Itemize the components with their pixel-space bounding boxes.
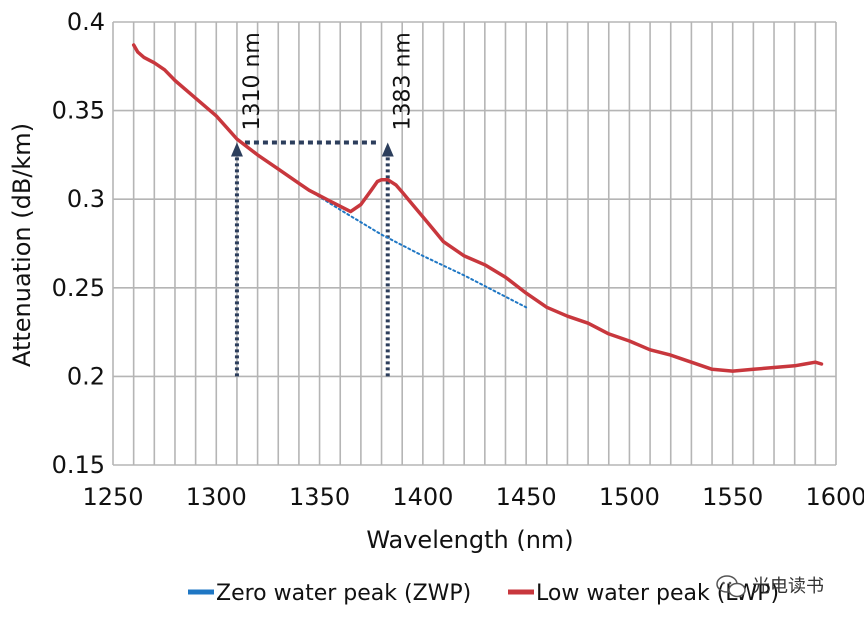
- x-tick-label: 1250: [82, 483, 143, 511]
- watermark: 光电读书: [716, 575, 824, 598]
- series-line-zwp: [308, 189, 528, 309]
- x-tick-label: 1450: [496, 483, 557, 511]
- y-axis-title: Attenuation (dB/km): [8, 123, 36, 367]
- series-line-lwp: [131, 43, 824, 373]
- y-tick-label: 0.25: [52, 274, 105, 302]
- x-tick-label: 1550: [702, 483, 763, 511]
- x-axis-ticks: 1250 1300 1350 1400 1450 1500 1550 1600: [82, 483, 864, 511]
- x-axis-title: Wavelength (nm): [366, 526, 573, 554]
- x-tick-label: 1500: [599, 483, 660, 511]
- x-tick-label: 1300: [186, 483, 247, 511]
- annotation-arrow-head: [381, 142, 394, 157]
- y-tick-label: 0.4: [67, 8, 105, 36]
- wechat-icon: [716, 575, 746, 598]
- y-tick-label: 0.3: [67, 185, 105, 213]
- annotation-label: 1310 nm: [240, 32, 265, 130]
- y-axis-ticks: 0.15 0.2 0.25 0.3 0.35 0.4: [52, 8, 105, 479]
- x-tick-label: 1600: [805, 483, 864, 511]
- legend: Zero water peak (ZWP) Low water peak (LWP…: [188, 581, 779, 606]
- grid: [112, 21, 837, 466]
- x-tick-label: 1400: [392, 483, 453, 511]
- watermark-text: 光电读书: [752, 576, 824, 597]
- y-tick-label: 0.2: [67, 362, 105, 390]
- y-tick-label: 0.35: [52, 97, 105, 125]
- x-tick-label: 1350: [289, 483, 350, 511]
- annotation-label: 1383 nm: [391, 32, 416, 130]
- legend-label: Zero water peak (ZWP): [216, 581, 471, 606]
- wavelength-annotations: 1310 nm 1383 nm: [230, 32, 416, 377]
- series-layer: [131, 43, 824, 373]
- annotation-arrow-head: [230, 142, 243, 157]
- y-tick-label: 0.15: [52, 451, 105, 479]
